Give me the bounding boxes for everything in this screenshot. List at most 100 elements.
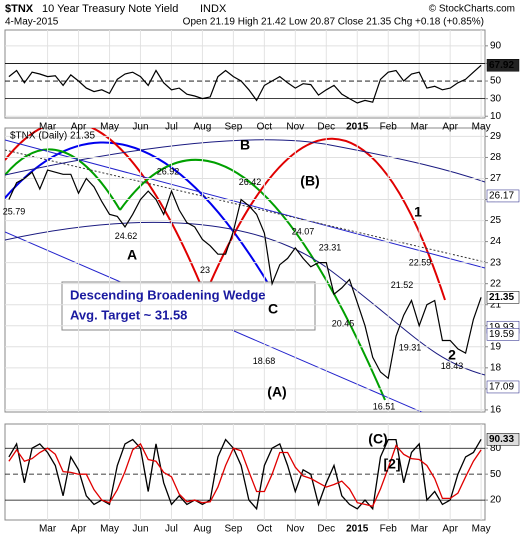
x-tick-label: May — [472, 524, 491, 535]
y-tick-label: 30 — [490, 93, 502, 104]
channel-line — [5, 139, 485, 269]
x-tick-label: Nov — [286, 122, 304, 133]
price-label: 26.42 — [239, 177, 262, 187]
level-label: 17.09 — [489, 382, 514, 393]
series-line — [8, 169, 482, 380]
x-tick-label: Feb — [380, 524, 398, 535]
price-legend: $TNX (Daily) 21.35 — [10, 131, 95, 142]
price-label: 24.07 — [292, 227, 315, 237]
price-label: 19.31 — [399, 343, 422, 353]
x-tick-label: Apr — [71, 524, 87, 535]
last-value-box — [486, 433, 520, 446]
y-tick-label: 20 — [490, 495, 502, 506]
x-tick-label: Sep — [224, 524, 242, 535]
price-label: 24.62 — [115, 231, 138, 241]
quote: Open 21.19 High 21.42 Low 20.87 Close 21… — [183, 17, 484, 28]
series-line — [8, 64, 482, 104]
last-value-box — [486, 291, 520, 304]
price-label: 21.52 — [391, 280, 414, 290]
symbol: $TNX — [5, 3, 34, 15]
series-line — [8, 438, 482, 511]
level-label: 19.59 — [489, 329, 514, 340]
price-label: 18.68 — [253, 356, 276, 366]
price-label: 23 — [200, 265, 210, 275]
x-tick-label: Mar — [411, 524, 429, 535]
price-label: 22.59 — [409, 258, 432, 268]
level-label: 26.17 — [489, 191, 514, 202]
y-tick-label: 27 — [490, 173, 502, 184]
wave-label: 1 — [414, 204, 422, 220]
exchange: INDX — [200, 3, 227, 15]
x-tick-label: Aug — [194, 524, 212, 535]
price-label: 16.51 — [373, 402, 396, 412]
y-tick-label: 90 — [490, 40, 502, 51]
stoch-panel — [4, 423, 486, 521]
x-tick-label: Jul — [165, 122, 178, 133]
last-value-box — [486, 59, 520, 72]
last-value-label: 67.92 — [489, 60, 514, 71]
wedge-text: Avg. Target ~ 31.58 — [70, 307, 187, 322]
wedge-box — [61, 281, 316, 331]
level-box — [486, 380, 520, 394]
x-tick-label: Apr — [442, 122, 458, 133]
y-tick-label: 16 — [490, 405, 502, 416]
x-tick-label: Apr — [71, 122, 87, 133]
price-label: 25.79 — [3, 206, 26, 216]
x-tick-label: Mar — [411, 122, 429, 133]
price-label: 26.92 — [157, 167, 180, 177]
x-tick-label: Jun — [132, 122, 148, 133]
wave-label: C — [268, 301, 278, 317]
y-tick-label: 29 — [490, 131, 502, 142]
cycle-arc — [5, 141, 273, 291]
x-tick-label: Mar — [39, 524, 57, 535]
x-tick-label: May — [100, 122, 119, 133]
x-tick-label: Nov — [286, 524, 304, 535]
y-tick-label: 10 — [490, 111, 502, 122]
y-tick-label: 25 — [490, 215, 502, 226]
price-label: 20.45 — [332, 319, 355, 329]
x-tick-label: Feb — [380, 122, 398, 133]
last-value-label: 90.33 — [489, 434, 514, 445]
x-tick-label: 2015 — [346, 524, 369, 535]
x-tick-label: Apr — [442, 524, 458, 535]
x-tick-label: Aug — [194, 122, 212, 133]
cycle-arc — [5, 148, 121, 211]
wave-label: B — [240, 137, 250, 153]
y-tick-label: 18 — [490, 362, 502, 373]
wave-label: 2 — [448, 347, 456, 363]
envelope-line — [5, 221, 485, 376]
cycle-arc — [204, 137, 446, 301]
x-tick-label: Oct — [257, 122, 273, 133]
y-tick-label: 50 — [490, 76, 502, 87]
x-tick-label: Dec — [317, 524, 335, 535]
copyright: © StockCharts.com — [429, 4, 515, 15]
y-tick-label: 21 — [490, 299, 502, 310]
x-tick-label: May — [472, 122, 491, 133]
rsi-panel — [4, 29, 486, 119]
last-value-label: 21.35 — [489, 292, 514, 303]
price-label: 18.43 — [441, 361, 464, 371]
y-tick-label: 19 — [490, 341, 502, 352]
x-tick-label: 2015 — [346, 122, 369, 133]
x-tick-label: Jun — [132, 524, 148, 535]
date: 4-May-2015 — [5, 17, 59, 28]
cycle-arc — [119, 158, 386, 401]
level-box — [486, 189, 520, 203]
y-tick-label: 80 — [490, 443, 502, 454]
x-tick-label: Sep — [224, 122, 242, 133]
price-panel — [4, 127, 486, 413]
wave-label: A — [127, 247, 137, 263]
y-tick-label: 22 — [490, 278, 502, 289]
y-tick-label: 24 — [490, 236, 502, 247]
x-tick-label: Jul — [165, 524, 178, 535]
y-tick-label: 50 — [490, 469, 502, 480]
y-tick-label: 23 — [490, 257, 502, 268]
price-label: 23.31 — [319, 242, 342, 252]
wave-label: (B) — [300, 173, 319, 189]
wedge-text: Descending Broadening Wedge — [70, 287, 266, 302]
wave-label: (C) — [368, 431, 387, 447]
cycle-arc — [5, 128, 206, 296]
series-line — [8, 442, 482, 507]
wave-label: (A) — [267, 384, 286, 400]
